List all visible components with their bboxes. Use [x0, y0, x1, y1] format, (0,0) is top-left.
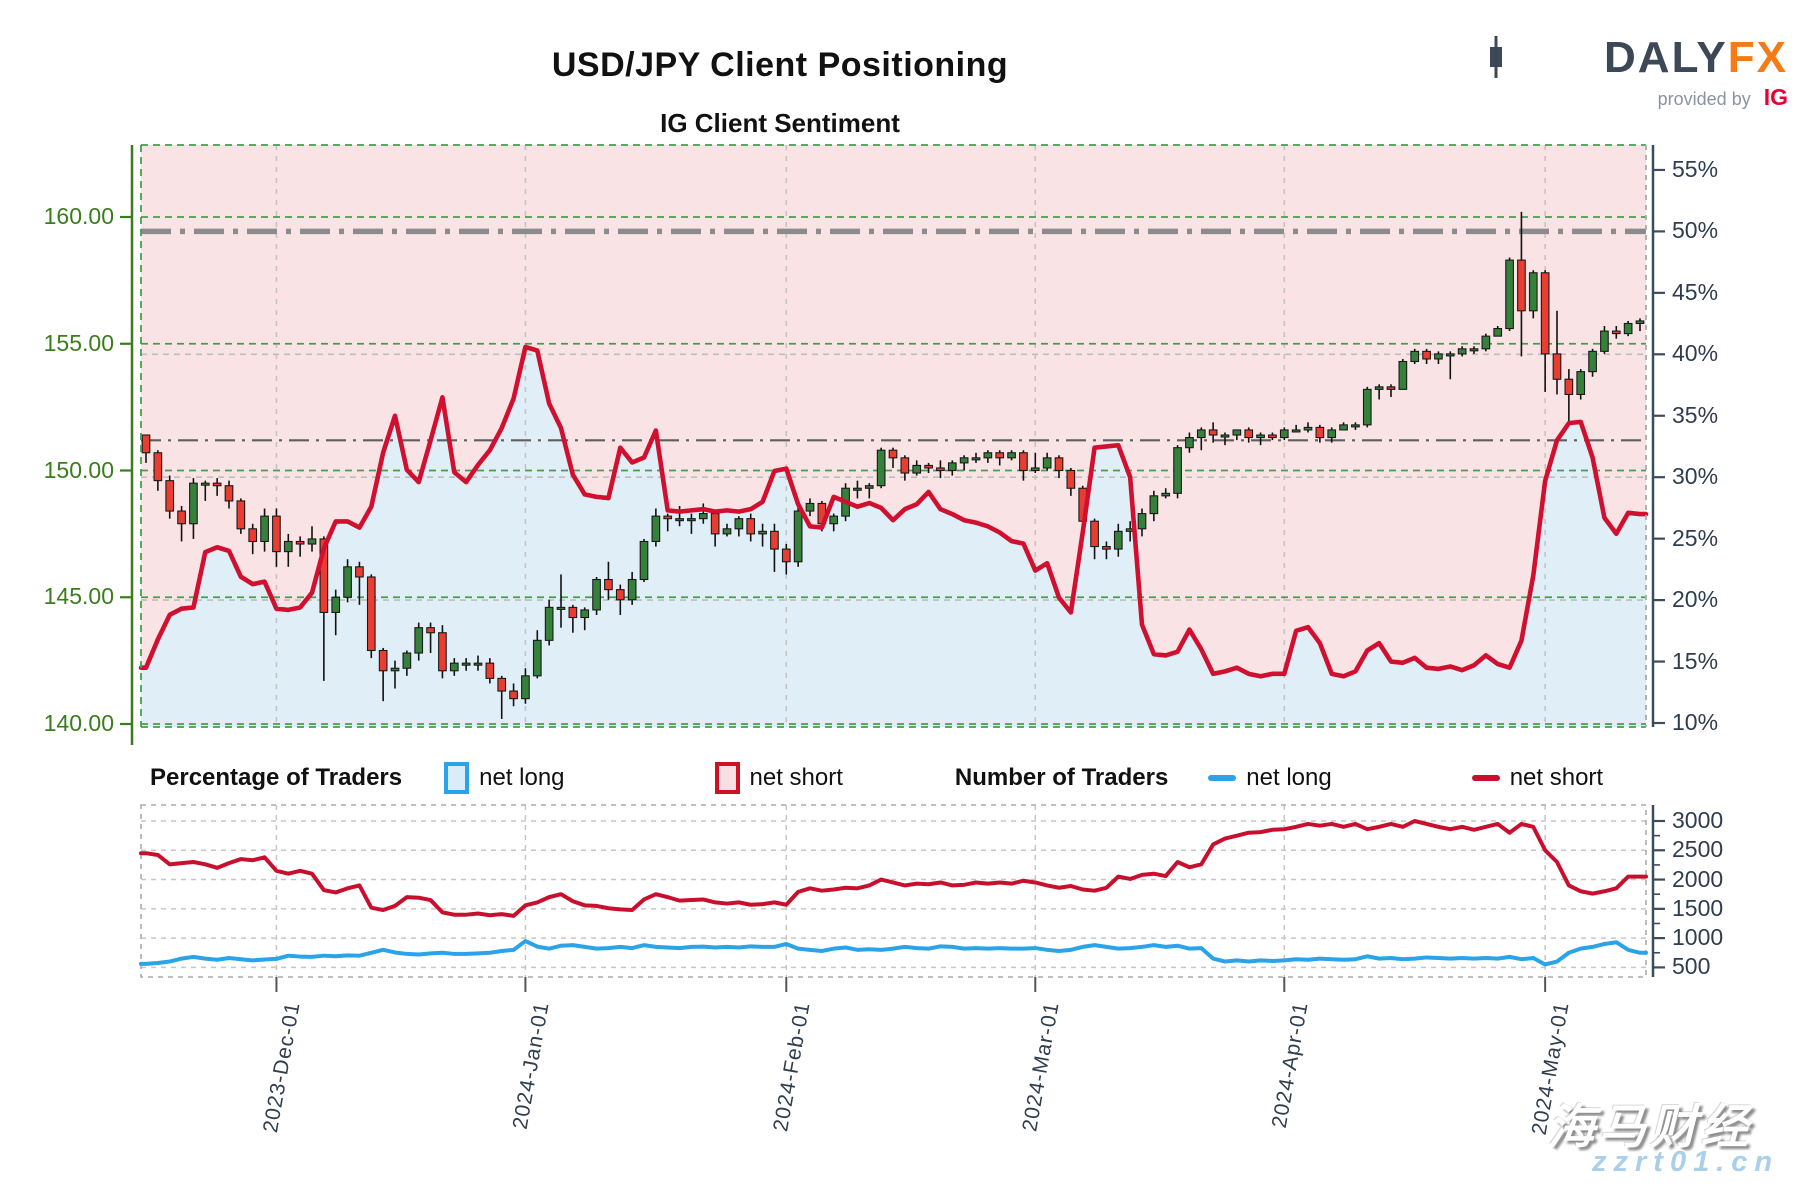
watermark-site-name: 海马财经: [1548, 1100, 1752, 1153]
percent-axis-tick-label: 30%: [1672, 463, 1719, 490]
count-axis-tick-label: 2000: [1672, 865, 1724, 892]
legend-count-net-short-label: net short: [1509, 764, 1604, 791]
percent-axis-tick-label: 35%: [1672, 401, 1719, 428]
provided-by-label: provided by: [1657, 89, 1751, 109]
count-net-short-line-icon: [1471, 775, 1500, 781]
pct-net-long-swatch-icon: [444, 762, 470, 794]
price-axis-tick-label: 145.00: [43, 583, 114, 610]
logo-text-ly: LY: [1671, 33, 1728, 82]
price-axis-tick-label: 155.00: [43, 329, 114, 356]
logo-text-fx: FX: [1727, 33, 1788, 82]
legend: Percentage of Traders net long net short…: [150, 758, 1670, 798]
candlestick-icon: [1490, 36, 1502, 78]
dailyfx-wordmark: DA LY FX: [1488, 36, 1788, 80]
chart-subtitle: IG Client Sentiment: [660, 108, 900, 138]
count-axis-tick-label: 500: [1672, 953, 1711, 980]
pct-net-short-swatch-icon: [714, 762, 740, 794]
logo-tagline: provided by IG: [1488, 86, 1788, 109]
price-axis-tick-label: 140.00: [43, 710, 114, 736]
legend-pct-net-short-label: net short: [749, 764, 843, 791]
legend-count-net-long-label: net long: [1246, 764, 1332, 791]
percent-axis-tick-label: 15%: [1672, 647, 1719, 674]
watermark-site-url: zzrt01.cn: [1592, 1146, 1780, 1178]
count-axis-tick-label: 1500: [1672, 894, 1724, 921]
price-axis-tick-label: 160.00: [43, 203, 114, 229]
logo-text-da: DA: [1604, 33, 1672, 82]
page-title: USD/JPY Client Positioning: [551, 46, 1009, 84]
count-axis-tick-label: 3000: [1672, 807, 1724, 833]
percent-axis-tick-label: 50%: [1672, 217, 1719, 244]
legend-heading-percentage: Percentage of Traders: [150, 764, 403, 791]
count-axis-tick-label: 2500: [1672, 836, 1724, 863]
percent-axis-tick-label: 20%: [1672, 586, 1719, 613]
percent-axis-tick-label: 45%: [1672, 278, 1719, 305]
percent-axis-tick-label: 55%: [1672, 155, 1719, 182]
count-net-long-line-icon: [1208, 775, 1237, 781]
legend-pct-net-long-label: net long: [479, 764, 565, 791]
legend-heading-number: Number of Traders: [954, 764, 1169, 791]
ig-logo: IG: [1763, 84, 1788, 110]
percent-axis-tick-label: 40%: [1672, 340, 1719, 367]
percent-axis-tick-label: 25%: [1672, 524, 1719, 551]
count-axis-tick-label: 1000: [1672, 924, 1724, 951]
price-axis-tick-label: 150.00: [43, 456, 114, 483]
percent-axis-tick-label: 10%: [1672, 709, 1719, 735]
dailyfx-logo: DA LY FX provided by IG: [1488, 36, 1788, 109]
